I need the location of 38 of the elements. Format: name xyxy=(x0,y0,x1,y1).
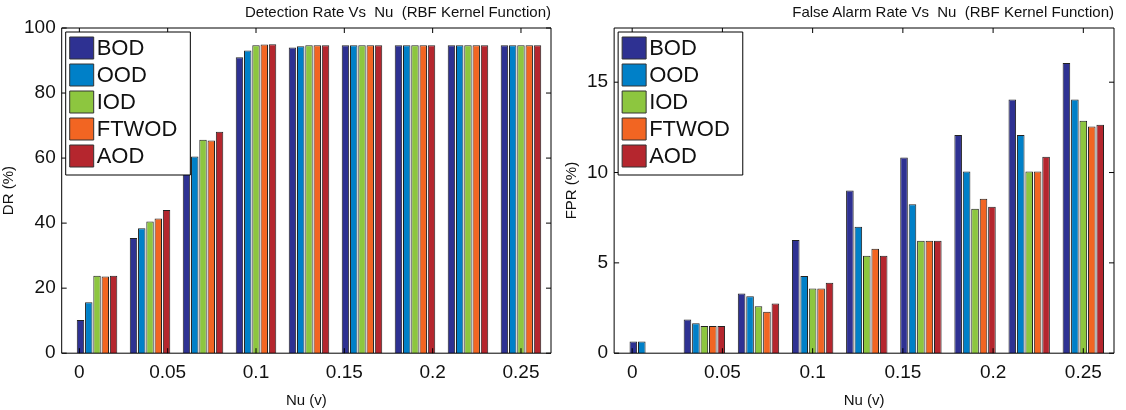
x-tick-label: 0.25 xyxy=(502,360,540,382)
y-tick-label: 40 xyxy=(34,211,56,233)
legend-label: AOD xyxy=(96,143,145,169)
legend-label: IOD xyxy=(649,89,689,115)
x-tick-label: 0.2 xyxy=(419,360,446,382)
y-tick-label: 10 xyxy=(586,160,609,182)
x-axis-title: Nu (v) xyxy=(843,391,885,409)
x-tick-label: 0 xyxy=(626,360,638,382)
y-tick-label: 0 xyxy=(45,341,56,363)
chart-title: Detection Rate Vs Nu (RBF Kernel Function) xyxy=(245,3,551,21)
legend-label: FTWOD xyxy=(96,116,178,142)
x-tick-label: 0.15 xyxy=(325,360,363,382)
x-axis-title: Nu (v) xyxy=(285,391,327,409)
x-tick-label: 0 xyxy=(74,360,85,382)
y-tick-label: 15 xyxy=(586,70,609,92)
x-tick-label: 0.25 xyxy=(1064,360,1102,382)
y-tick-label: 80 xyxy=(34,81,56,103)
legend-label: IOD xyxy=(96,89,136,115)
legend-label: FTWOD xyxy=(649,116,730,142)
x-tick-label: 0.1 xyxy=(242,360,270,382)
y-axis-title: DR (%) xyxy=(0,166,17,216)
y-tick-label: 0 xyxy=(597,341,609,363)
legend-label: BOD xyxy=(96,35,145,61)
legend-label: OOD xyxy=(649,62,700,88)
legend-label: OOD xyxy=(96,62,147,88)
x-tick-label: 0.15 xyxy=(884,360,922,382)
chart-title: False Alarm Rate Vs Nu (RBF Kernel Function) xyxy=(792,3,1114,21)
y-axis-title: FPR (%) xyxy=(562,161,580,220)
y-tick-label: 100 xyxy=(24,16,56,38)
x-tick-label: 0.05 xyxy=(703,360,741,382)
x-tick-label: 0.1 xyxy=(799,360,826,382)
legend-label: BOD xyxy=(649,35,697,61)
x-tick-label: 0.05 xyxy=(149,360,187,382)
x-tick-label: 0.2 xyxy=(979,360,1007,382)
y-tick-label: 20 xyxy=(34,276,56,298)
y-tick-label: 60 xyxy=(34,146,56,168)
legend-label: AOD xyxy=(649,143,697,169)
y-tick-label: 5 xyxy=(597,251,609,273)
